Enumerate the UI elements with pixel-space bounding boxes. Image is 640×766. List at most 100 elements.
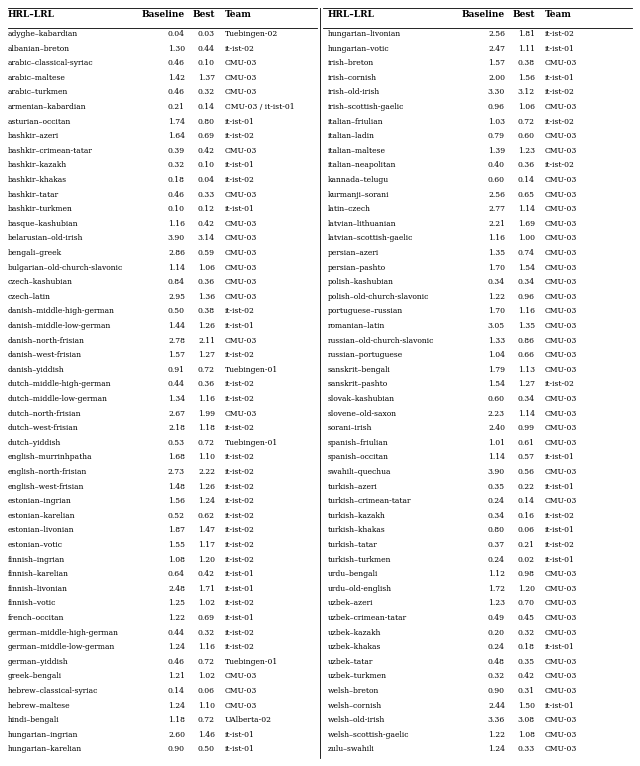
Text: 1.50: 1.50 [518, 702, 535, 709]
Text: 0.32: 0.32 [518, 629, 535, 637]
Text: 1.02: 1.02 [198, 600, 215, 607]
Text: 1.16: 1.16 [198, 643, 215, 651]
Text: it-ist-01: it-ist-01 [225, 322, 255, 330]
Text: 1.56: 1.56 [518, 74, 535, 82]
Text: kannada–telugu: kannada–telugu [328, 176, 389, 184]
Text: slovene–old-saxon: slovene–old-saxon [328, 410, 397, 417]
Text: it-ist-01: it-ist-01 [545, 643, 575, 651]
Text: bashkir–khakas: bashkir–khakas [8, 176, 67, 184]
Text: dutch–yiddish: dutch–yiddish [8, 439, 61, 447]
Text: 0.14: 0.14 [198, 103, 215, 111]
Text: bashkir–kazakh: bashkir–kazakh [8, 162, 67, 169]
Text: CMU-03: CMU-03 [545, 687, 577, 695]
Text: 1.24: 1.24 [198, 497, 215, 506]
Text: 1.12: 1.12 [488, 570, 505, 578]
Text: CMU-03: CMU-03 [225, 410, 257, 417]
Text: italian–friulian: italian–friulian [328, 118, 383, 126]
Text: latvian–scottish-gaelic: latvian–scottish-gaelic [328, 234, 413, 242]
Text: 2.00: 2.00 [488, 74, 505, 82]
Text: 1.72: 1.72 [488, 584, 505, 593]
Text: CMU-03: CMU-03 [545, 731, 577, 738]
Text: Team: Team [225, 10, 252, 19]
Text: 0.99: 0.99 [518, 424, 535, 432]
Text: dutch–middle-low-german: dutch–middle-low-german [8, 395, 108, 403]
Text: 3.05: 3.05 [488, 322, 505, 330]
Text: 1.48: 1.48 [168, 483, 185, 490]
Text: CMU-03: CMU-03 [225, 278, 257, 286]
Text: italian–ladin: italian–ladin [328, 133, 375, 140]
Text: it-ist-01: it-ist-01 [225, 205, 255, 213]
Text: CMU-03: CMU-03 [545, 614, 577, 622]
Text: 1.30: 1.30 [168, 44, 185, 53]
Text: spanish–occitan: spanish–occitan [328, 453, 389, 461]
Text: 0.24: 0.24 [488, 643, 505, 651]
Text: Tuebingen-01: Tuebingen-01 [225, 366, 278, 374]
Text: CMU-03: CMU-03 [545, 133, 577, 140]
Text: hungarian–livonian: hungarian–livonian [328, 30, 401, 38]
Text: it-ist-02: it-ist-02 [225, 555, 255, 564]
Text: 0.24: 0.24 [488, 555, 505, 564]
Text: CMU-03: CMU-03 [545, 336, 577, 345]
Text: it-ist-01: it-ist-01 [545, 483, 575, 490]
Text: 1.16: 1.16 [488, 234, 505, 242]
Text: it-ist-01: it-ist-01 [545, 44, 575, 53]
Text: estonian–livonian: estonian–livonian [8, 526, 75, 535]
Text: 1.01: 1.01 [488, 439, 505, 447]
Text: finnish–ingrian: finnish–ingrian [8, 555, 65, 564]
Text: 0.72: 0.72 [198, 366, 215, 374]
Text: 2.56: 2.56 [488, 30, 505, 38]
Text: 1.70: 1.70 [488, 264, 505, 272]
Text: 0.80: 0.80 [198, 118, 215, 126]
Text: irish–old-irish: irish–old-irish [328, 88, 380, 97]
Text: 1.24: 1.24 [168, 643, 185, 651]
Text: CMU-03: CMU-03 [545, 234, 577, 242]
Text: sorani–irish: sorani–irish [328, 424, 372, 432]
Text: it-ist-02: it-ist-02 [225, 541, 255, 549]
Text: 0.60: 0.60 [518, 133, 535, 140]
Text: 1.23: 1.23 [518, 147, 535, 155]
Text: estonian–karelian: estonian–karelian [8, 512, 76, 520]
Text: 0.34: 0.34 [518, 278, 535, 286]
Text: uzbek–kazakh: uzbek–kazakh [328, 629, 381, 637]
Text: sanskrit–bengali: sanskrit–bengali [328, 366, 391, 374]
Text: turkish–azeri: turkish–azeri [328, 483, 378, 490]
Text: it-ist-02: it-ist-02 [225, 424, 255, 432]
Text: kurmanji–sorani: kurmanji–sorani [328, 191, 390, 198]
Text: 1.74: 1.74 [168, 118, 185, 126]
Text: 0.42: 0.42 [198, 220, 215, 228]
Text: it-ist-02: it-ist-02 [225, 44, 255, 53]
Text: 0.36: 0.36 [518, 162, 535, 169]
Text: 0.66: 0.66 [518, 351, 535, 359]
Text: 0.10: 0.10 [198, 162, 215, 169]
Text: CMU-03: CMU-03 [225, 59, 257, 67]
Text: 2.56: 2.56 [488, 191, 505, 198]
Text: 2.44: 2.44 [488, 702, 505, 709]
Text: CMU-03: CMU-03 [545, 439, 577, 447]
Text: bashkir–crimean-tatar: bashkir–crimean-tatar [8, 147, 93, 155]
Text: bengali–greek: bengali–greek [8, 249, 62, 257]
Text: belarusian–old-irish: belarusian–old-irish [8, 234, 83, 242]
Text: 1.24: 1.24 [168, 702, 185, 709]
Text: 2.18: 2.18 [168, 424, 185, 432]
Text: sanskrit–pashto: sanskrit–pashto [328, 381, 388, 388]
Text: bashkir–turkmen: bashkir–turkmen [8, 205, 73, 213]
Text: turkish–turkmen: turkish–turkmen [328, 555, 392, 564]
Text: dutch–west-frisian: dutch–west-frisian [8, 424, 79, 432]
Text: 1.33: 1.33 [488, 336, 505, 345]
Text: danish–west-frisian: danish–west-frisian [8, 351, 82, 359]
Text: CMU-03: CMU-03 [225, 264, 257, 272]
Text: 0.64: 0.64 [168, 570, 185, 578]
Text: english–north-frisian: english–north-frisian [8, 468, 88, 476]
Text: CMU-03: CMU-03 [545, 584, 577, 593]
Text: 0.35: 0.35 [518, 658, 535, 666]
Text: 0.42: 0.42 [198, 570, 215, 578]
Text: 1.44: 1.44 [168, 322, 185, 330]
Text: 1.13: 1.13 [518, 366, 535, 374]
Text: 1.69: 1.69 [518, 220, 535, 228]
Text: 0.46: 0.46 [168, 88, 185, 97]
Text: 0.31: 0.31 [518, 687, 535, 695]
Text: 0.69: 0.69 [198, 133, 215, 140]
Text: 0.90: 0.90 [168, 745, 185, 754]
Text: 0.53: 0.53 [168, 439, 185, 447]
Text: urdu–bengali: urdu–bengali [328, 570, 378, 578]
